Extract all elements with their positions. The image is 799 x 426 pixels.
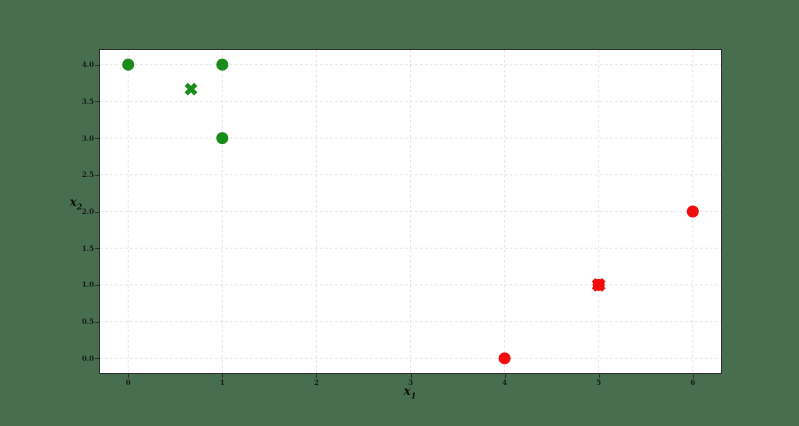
y-tick-mark — [95, 138, 99, 140]
y-tick-label: 4.0 — [81, 60, 94, 70]
y-axis-label: x2 — [60, 196, 92, 210]
x-tick-mark — [598, 374, 600, 378]
y-tick-label: 2.0 — [81, 207, 94, 216]
y-tick-mark — [95, 358, 99, 360]
y-tick-label: 3.5 — [81, 96, 94, 106]
y-tick-mark — [95, 284, 99, 286]
red-cluster-points-marker — [498, 352, 511, 365]
y-tick-label: 1.0 — [81, 280, 94, 290]
x-tick-mark — [692, 374, 694, 378]
y-axis-label-base: x — [69, 195, 77, 209]
x-tick-label: 1 — [219, 378, 225, 387]
x-tick-label: 6 — [690, 378, 696, 387]
x-axis-label-base: x — [403, 384, 411, 398]
y-tick-mark — [95, 211, 99, 213]
x-tick-label: 0 — [125, 378, 131, 387]
y-tick-label: 1.5 — [81, 243, 94, 253]
x-axis-label-subscript: 1 — [410, 390, 417, 401]
y-tick-mark — [95, 174, 99, 176]
y-tick-label: 0.5 — [81, 317, 94, 327]
x-tick-label: 3 — [408, 378, 413, 387]
y-axis-label-subscript: 2 — [76, 201, 83, 212]
x-tick-label: 4 — [502, 378, 508, 387]
x-axis-label: x1 — [378, 385, 442, 399]
y-tick-mark — [95, 248, 99, 250]
x-tick-mark — [128, 374, 130, 378]
y-tick-mark — [95, 101, 99, 103]
y-tick-mark — [95, 321, 99, 323]
x-tick-mark — [504, 374, 506, 378]
y-tick-mark — [95, 64, 99, 66]
green-cluster-points-marker — [216, 58, 229, 71]
red-cluster-points-marker — [686, 205, 699, 218]
x-tick-label: 2 — [313, 378, 319, 387]
x-tick-mark — [222, 374, 224, 378]
y-tick-label: 3.0 — [81, 133, 94, 143]
plot-area — [99, 49, 722, 374]
x-tick-label: 5 — [596, 378, 602, 387]
scatter-plot-canvas — [100, 50, 721, 373]
y-tick-label: 2.5 — [81, 170, 94, 180]
y-tick-label: 0.0 — [81, 353, 94, 363]
x-tick-mark — [316, 374, 318, 378]
red-cluster-centroid-marker — [591, 278, 606, 292]
green-cluster-centroid-marker — [184, 82, 198, 96]
green-cluster-points-marker — [216, 132, 229, 145]
green-cluster-points-marker — [122, 58, 135, 71]
x-tick-mark — [410, 374, 412, 378]
